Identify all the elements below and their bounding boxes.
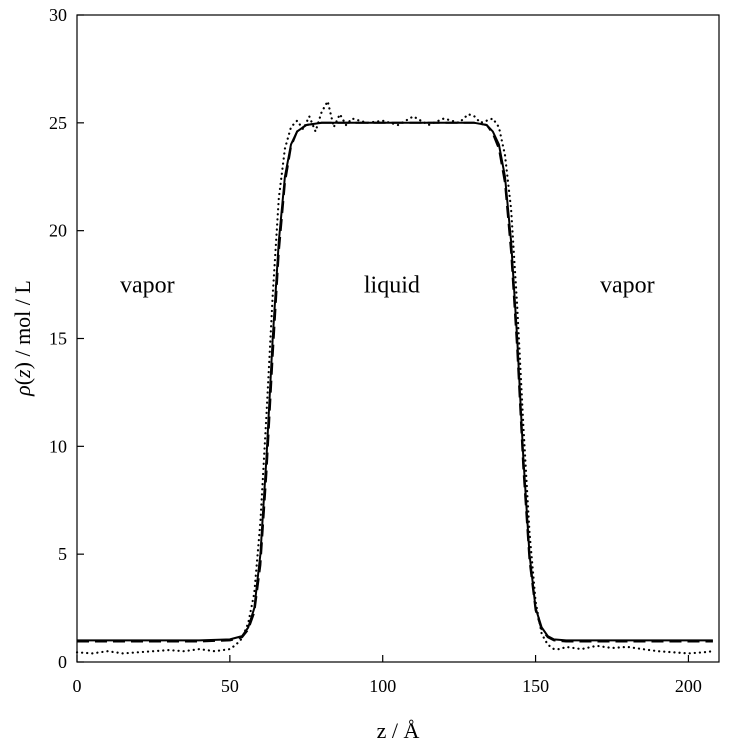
y-axis-title-open-paren: ( <box>10 378 35 385</box>
data-series <box>75 100 714 655</box>
y-axis-title-z: z <box>10 369 35 379</box>
x-tick-label: 150 <box>522 676 549 696</box>
y-tick-label: 10 <box>49 436 67 456</box>
region-label-vapor: vapor <box>120 273 175 299</box>
region-annotations: vapor liquid vapor <box>120 273 655 299</box>
series-line-dashed <box>77 121 713 643</box>
y-tick-label: 20 <box>49 221 67 241</box>
series-line-solid <box>77 121 713 642</box>
y-tick-label: 30 <box>49 5 67 25</box>
y-axis-title: ρ(z) / mol / L <box>10 280 35 397</box>
region-label-vapor: vapor <box>600 273 655 299</box>
region-label-liquid: liquid <box>364 273 420 299</box>
x-axis-title: z / Å <box>377 718 420 743</box>
y-tick-label: 25 <box>49 113 67 133</box>
x-tick-label: 200 <box>675 676 702 696</box>
series-line-dotted <box>75 100 714 655</box>
plot-frame <box>76 14 720 663</box>
y-axis-title-units: ) / mol / L <box>10 280 35 369</box>
x-tick-label: 50 <box>221 676 239 696</box>
x-tick-label: 0 <box>73 676 82 696</box>
x-tick-label: 100 <box>369 676 396 696</box>
y-tick-label: 0 <box>58 652 67 672</box>
axis-ticks: 0 50 100 150 200 0 5 10 15 20 25 30 <box>49 5 702 696</box>
y-tick-label: 15 <box>49 329 67 349</box>
y-axis-title-rho: ρ <box>10 385 35 397</box>
y-tick-label: 5 <box>58 544 67 564</box>
